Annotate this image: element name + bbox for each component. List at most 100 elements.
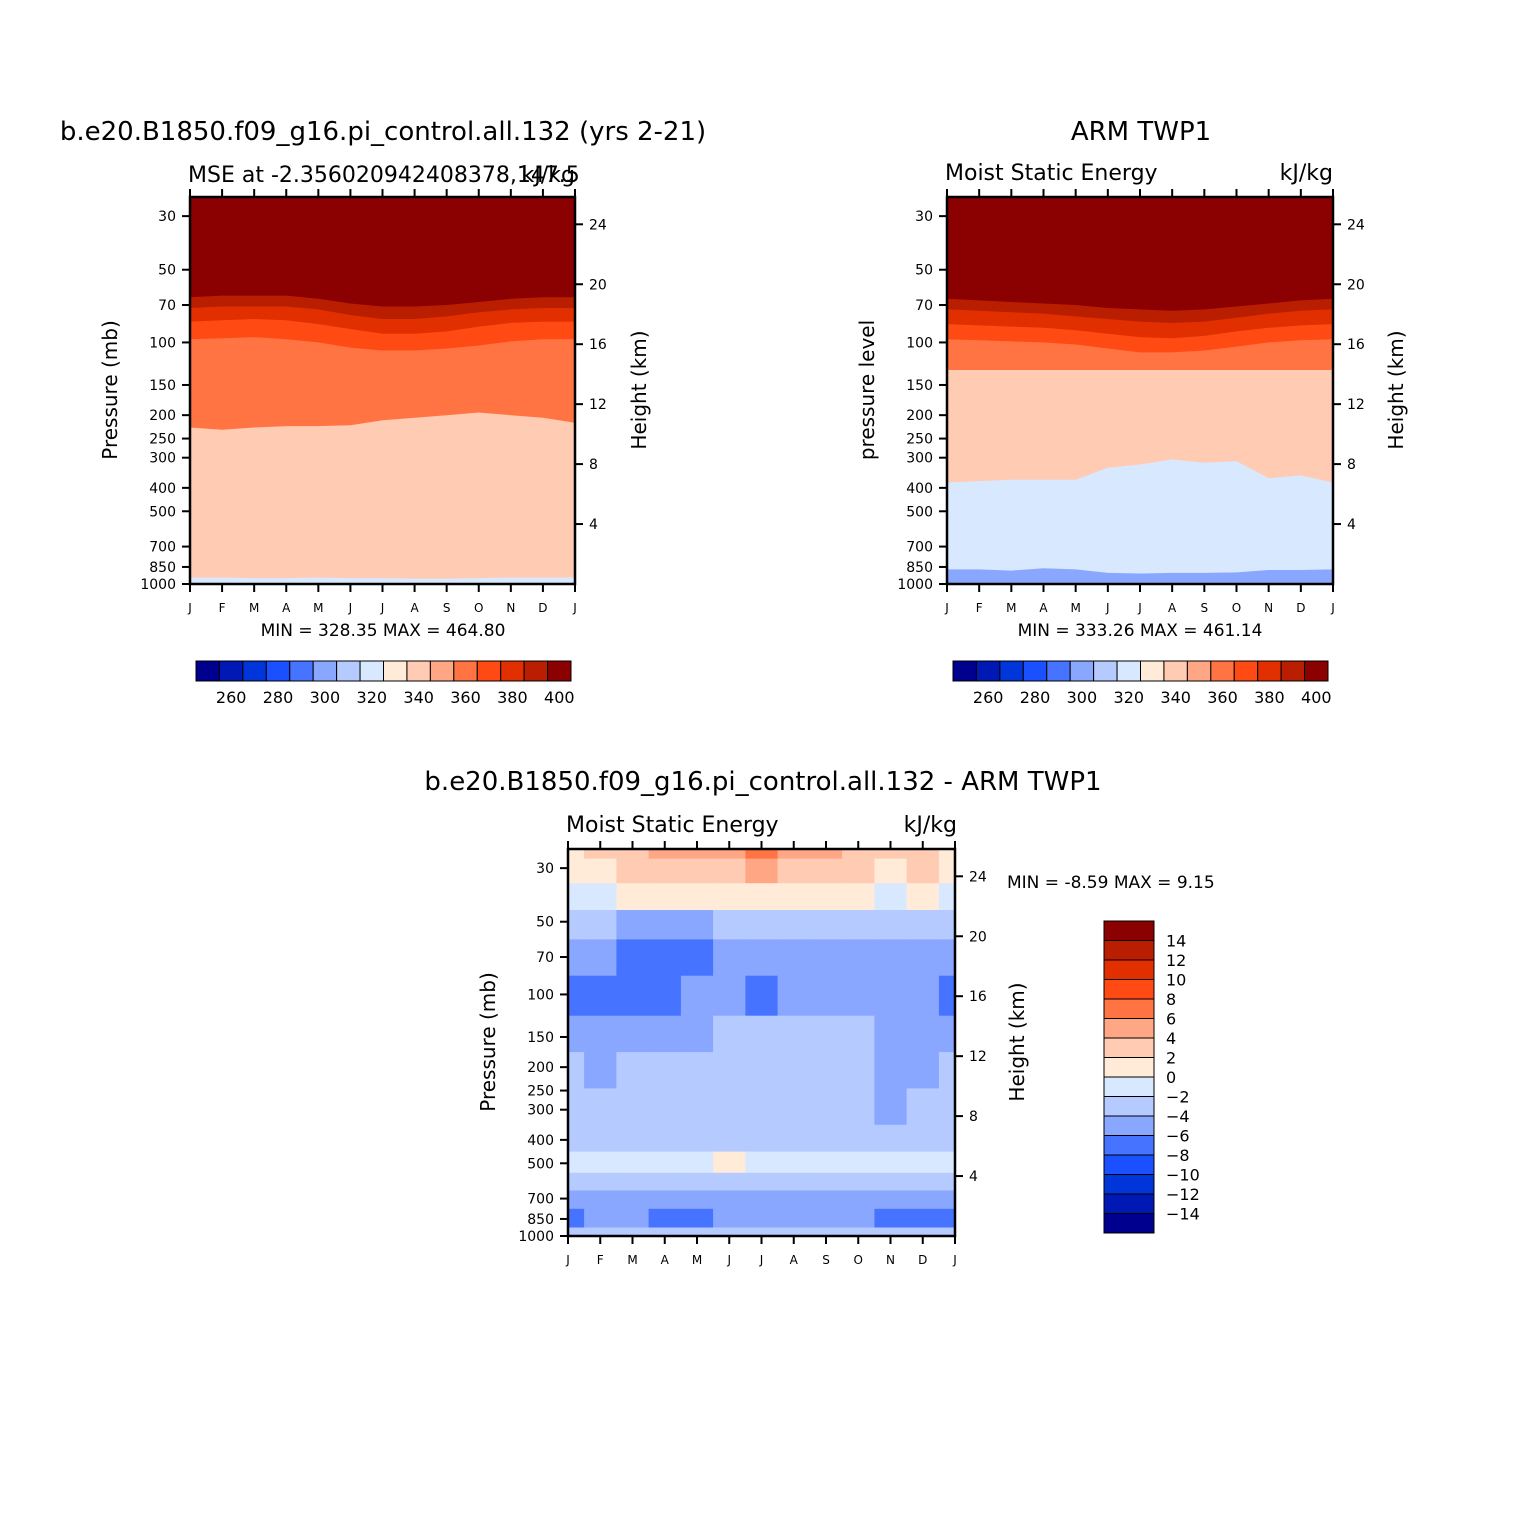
- panel-obs-colorbar-swatch: [1186, 660, 1212, 682]
- panel-obs-rtick-label: 8: [1347, 457, 1356, 473]
- panel-diff-cell: [568, 975, 585, 1017]
- panel-diff-cell: [648, 975, 682, 1017]
- panel-diff-ylabel: Pressure (mb): [476, 972, 500, 1112]
- panel-obs-colorbar-swatch: [1093, 660, 1118, 682]
- panel-diff-cell: [809, 1015, 843, 1053]
- panel-diff-cell: [938, 1227, 956, 1237]
- panel-model-rtick-label: 20: [589, 277, 607, 293]
- panel-model-xtick-label: M: [313, 601, 323, 615]
- panel-diff-cell: [874, 883, 908, 911]
- panel-obs-xtick-label: M: [1006, 601, 1016, 615]
- panel-diff-colorbar-label: 2: [1166, 1049, 1176, 1068]
- panel-obs-ytick-label: 70: [915, 298, 933, 314]
- panel-diff-cell: [568, 1208, 585, 1229]
- panel-diff-ytick-label: 400: [527, 1133, 554, 1149]
- panel-diff-title: b.e20.B1850.f09_g16.pi_control.all.132 -…: [424, 767, 1101, 797]
- panel-diff-cell: [648, 1208, 682, 1229]
- panel-obs-ytick-label: 700: [906, 540, 933, 556]
- panel-diff-cell: [713, 1015, 746, 1053]
- panel-diff-cell: [809, 883, 843, 911]
- panel-model-colorbar-swatch: [242, 660, 267, 682]
- panel-diff: b.e20.B1850.f09_g16.pi_control.all.132 -…: [424, 767, 1214, 1267]
- panel-diff-ytick-label: 30: [536, 861, 554, 877]
- panel-diff-cell: [874, 1151, 908, 1174]
- panel-model-ytick-label: 150: [149, 378, 176, 394]
- panel-diff-cell: [842, 939, 875, 977]
- panel-diff-cell: [584, 1227, 617, 1237]
- panel-model-colorbar-swatch: [289, 660, 314, 682]
- panel-diff-cell: [874, 939, 908, 977]
- panel-diff-cell: [745, 1227, 779, 1237]
- panel-diff-cell: [874, 1208, 908, 1229]
- panel-obs-xtick-label: J: [1330, 601, 1335, 615]
- panel-model-xtick-label: J: [380, 601, 385, 615]
- panel-model-colorbar-label: 260: [216, 688, 247, 707]
- panel-diff-xtick-label: J: [726, 1253, 731, 1267]
- panel-obs-xtick-label: J: [944, 601, 949, 615]
- panel-obs-colorbar-swatch: [1233, 660, 1259, 682]
- panel-obs-band-320: [947, 459, 1333, 584]
- panel-diff-cell: [584, 1151, 617, 1174]
- panel-obs-ytick-label: 150: [906, 378, 933, 394]
- panel-diff-cell: [777, 1172, 811, 1191]
- panel-model-colorbar-swatch: [336, 660, 361, 682]
- panel-model-colorbar-swatch: [218, 660, 244, 682]
- panel-obs-xtick-label: J: [1137, 601, 1142, 615]
- panel-obs-plot-area: [947, 197, 1333, 584]
- panel-diff-cell: [568, 1151, 585, 1174]
- panel-diff-cell: [745, 858, 779, 884]
- panel-diff-cell: [648, 883, 682, 911]
- panel-diff-cell: [680, 883, 714, 911]
- panel-model-ytick-label: 1000: [140, 577, 176, 593]
- panel-obs-subtitle-right: kJ/kg: [1280, 161, 1333, 186]
- panel-model-rtick-label: 4: [589, 517, 598, 533]
- panel-model-ytick-label: 700: [149, 540, 176, 556]
- panel-model-colorbar-swatch: [312, 660, 338, 682]
- panel-diff-cell: [616, 939, 650, 977]
- panel-model-colorbar-swatch: [547, 660, 572, 682]
- panel-diff-cell: [616, 1208, 650, 1229]
- panel-diff-colorbar-label: −12: [1166, 1185, 1200, 1204]
- panel-diff-cell: [809, 939, 843, 977]
- panel-model-subtitle-left: MSE at -2.356020942408378,147.5: [188, 163, 580, 188]
- panel-diff-cell: [906, 1227, 940, 1237]
- panel-diff-cell: [680, 910, 714, 940]
- panel-obs-colorbar-label: 380: [1254, 688, 1285, 707]
- panel-diff-cell: [745, 1124, 779, 1153]
- panel-model-ytick-label: 400: [149, 481, 176, 497]
- panel-diff-cell: [842, 910, 875, 940]
- panel-model: b.e20.B1850.f09_g16.pi_control.all.132 (…: [60, 117, 706, 707]
- panel-diff-cell: [568, 1088, 585, 1126]
- panel-diff-cell: [648, 1151, 682, 1174]
- panel-diff-xtick-label: A: [790, 1253, 799, 1267]
- panel-obs-colorbar-label: 300: [1067, 688, 1098, 707]
- panel-diff-colorbar-label: 8: [1166, 990, 1176, 1009]
- panel-diff-cell: [713, 1227, 746, 1237]
- panel-obs-ytick-label: 850: [906, 560, 933, 576]
- panel-diff-cell: [906, 1124, 940, 1153]
- panel-diff-colorbar-swatch: [1103, 1135, 1155, 1156]
- panel-diff-cell: [777, 1208, 811, 1229]
- panel-diff-cell: [745, 939, 779, 977]
- panel-obs-colorbar-swatch: [1046, 660, 1071, 682]
- panel-diff-cell: [616, 858, 650, 884]
- panel-diff-cell: [713, 1208, 746, 1229]
- panel-model-xtick-label: M: [249, 601, 259, 615]
- panel-model-ytick-label: 50: [158, 263, 176, 279]
- panel-diff-cell: [938, 1052, 956, 1090]
- panel-diff-cell: [938, 1208, 956, 1229]
- panel-diff-rtick-label: 8: [969, 1109, 978, 1125]
- panel-diff-cell: [584, 1172, 617, 1191]
- panel-obs-colorbar-label: 280: [1020, 688, 1051, 707]
- panel-diff-cell: [777, 858, 811, 884]
- panel-diff-cell: [616, 1172, 650, 1191]
- panel-obs-colorbar: 260 280 300 320 340 360 380 400: [952, 660, 1332, 707]
- panel-diff-cell: [842, 883, 875, 911]
- panel-diff-cell: [713, 1151, 746, 1174]
- panel-diff-subtitle-right: kJ/kg: [904, 813, 957, 838]
- panel-diff-cell: [713, 910, 746, 940]
- panel-model-colorbar-swatch: [453, 660, 478, 682]
- panel-diff-cell: [906, 849, 940, 860]
